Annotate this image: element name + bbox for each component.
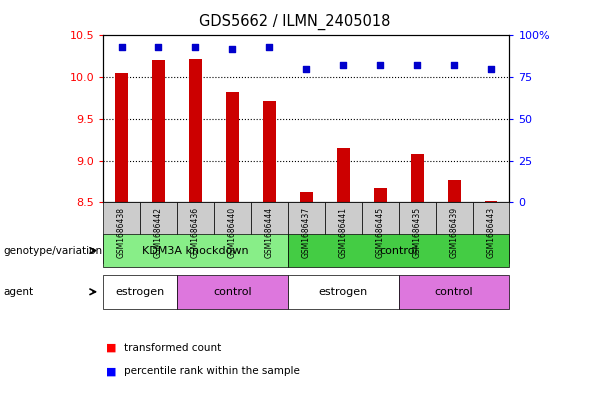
Text: GSM1686441: GSM1686441 [339, 208, 348, 258]
Point [449, 62, 459, 68]
Text: GSM1686438: GSM1686438 [117, 208, 126, 258]
Text: GSM1686435: GSM1686435 [413, 207, 422, 259]
Text: transformed count: transformed count [124, 343, 221, 353]
Bar [411, 154, 423, 202]
Point [191, 44, 200, 50]
Bar [448, 180, 461, 202]
Point [412, 62, 422, 68]
Text: ■: ■ [106, 343, 117, 353]
Point [339, 62, 348, 68]
Text: agent: agent [3, 287, 33, 297]
Text: GSM1686436: GSM1686436 [191, 207, 200, 259]
Bar [189, 59, 202, 202]
Text: estrogen: estrogen [319, 287, 368, 297]
Bar [485, 201, 498, 202]
Text: control: control [213, 287, 252, 297]
Text: ■: ■ [106, 366, 117, 376]
Bar [226, 92, 239, 202]
Text: genotype/variation: genotype/variation [3, 246, 102, 255]
Text: GSM1686437: GSM1686437 [302, 207, 311, 259]
Text: control: control [379, 246, 418, 255]
Text: GDS5662 / ILMN_2405018: GDS5662 / ILMN_2405018 [199, 14, 390, 30]
Bar [115, 73, 128, 202]
Bar [152, 61, 165, 202]
Text: GSM1686444: GSM1686444 [265, 207, 274, 259]
Point [228, 46, 237, 52]
Text: GSM1686445: GSM1686445 [376, 207, 385, 259]
Text: KDM3A knockdown: KDM3A knockdown [142, 246, 249, 255]
Bar [337, 148, 350, 202]
Text: GSM1686439: GSM1686439 [449, 207, 459, 259]
Text: percentile rank within the sample: percentile rank within the sample [124, 366, 300, 376]
Point [117, 44, 126, 50]
Text: GSM1686440: GSM1686440 [228, 207, 237, 259]
Text: GSM1686443: GSM1686443 [487, 207, 495, 259]
Bar [300, 193, 313, 202]
Text: estrogen: estrogen [115, 287, 165, 297]
Point [375, 62, 385, 68]
Text: GSM1686442: GSM1686442 [154, 208, 163, 258]
Point [302, 66, 311, 72]
Text: control: control [435, 287, 474, 297]
Point [154, 44, 163, 50]
Bar [373, 188, 386, 202]
Bar [263, 101, 276, 202]
Point [264, 44, 274, 50]
Point [487, 66, 496, 72]
